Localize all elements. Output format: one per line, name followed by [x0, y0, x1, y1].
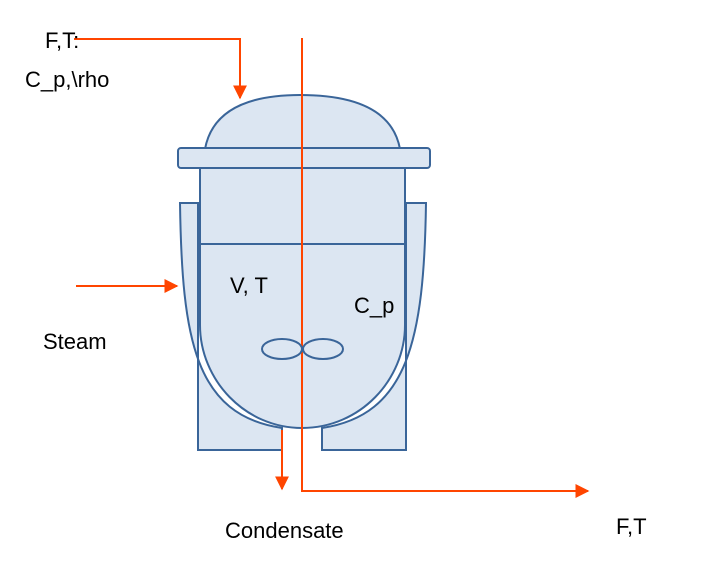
impeller-blade-left — [261, 338, 303, 360]
outlet-flow-label: F,T — [616, 514, 647, 539]
agitator-shaft-outlet-stream — [301, 38, 590, 498]
vessel-flange — [177, 147, 431, 169]
feed-arrow — [74, 38, 247, 100]
vessel-cp-label: C_p — [354, 293, 395, 318]
vessel-state-label: V, T — [230, 273, 268, 298]
steam-label: Steam — [43, 329, 107, 354]
steam-jacket-right — [321, 202, 428, 451]
feed-props-label: C_p,\rho — [25, 67, 110, 92]
feed-flow-label: F,T: — [45, 28, 80, 53]
steam-jacket — [178, 202, 283, 451]
impeller-blade-right — [302, 338, 344, 360]
condensate-label: Condensate — [225, 518, 344, 543]
